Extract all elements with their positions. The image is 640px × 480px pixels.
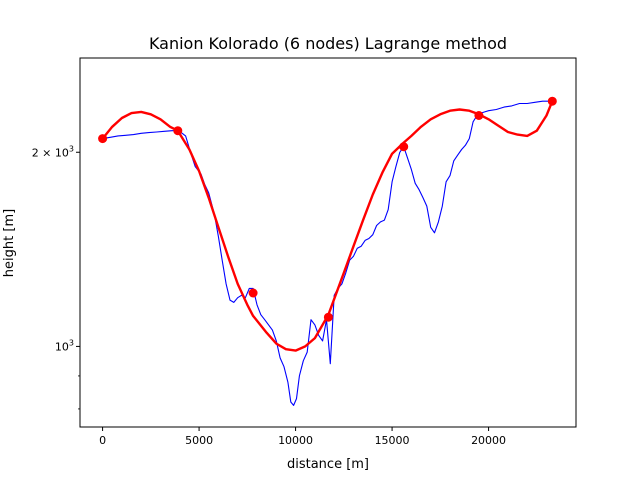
x-tick-label-4: 20000 <box>471 434 506 447</box>
node-marker-1 <box>173 126 183 136</box>
x-tick-label-2: 10000 <box>278 434 313 447</box>
y-tick-label-1: 2 × 103 <box>32 144 74 159</box>
y-tick-label-0: 103 <box>55 338 74 353</box>
node-marker-5 <box>474 111 484 120</box>
y-axis-label: height [m] <box>2 209 17 277</box>
node-marker-3 <box>323 312 333 322</box>
node-marker-6 <box>547 96 557 106</box>
node-marker-2 <box>248 288 258 298</box>
x-axis: 0 5000 10000 15000 20000 <box>99 427 506 447</box>
marker-layer <box>98 96 557 322</box>
axes-frame <box>79 57 577 428</box>
x-axis-label: distance [m] <box>287 457 369 472</box>
x-tick-label-0: 0 <box>99 434 106 447</box>
x-tick-label-3: 15000 <box>375 434 410 447</box>
y-axis: 103 2 × 103 <box>32 144 80 410</box>
node-marker-4 <box>399 142 409 152</box>
plot-area <box>79 57 577 428</box>
chart-title: Kanion Kolorado (6 nodes) Lagrange metho… <box>149 34 507 53</box>
node-marker-0 <box>98 134 108 144</box>
x-tick-label-1: 5000 <box>185 434 213 447</box>
profile-line <box>102 100 553 406</box>
